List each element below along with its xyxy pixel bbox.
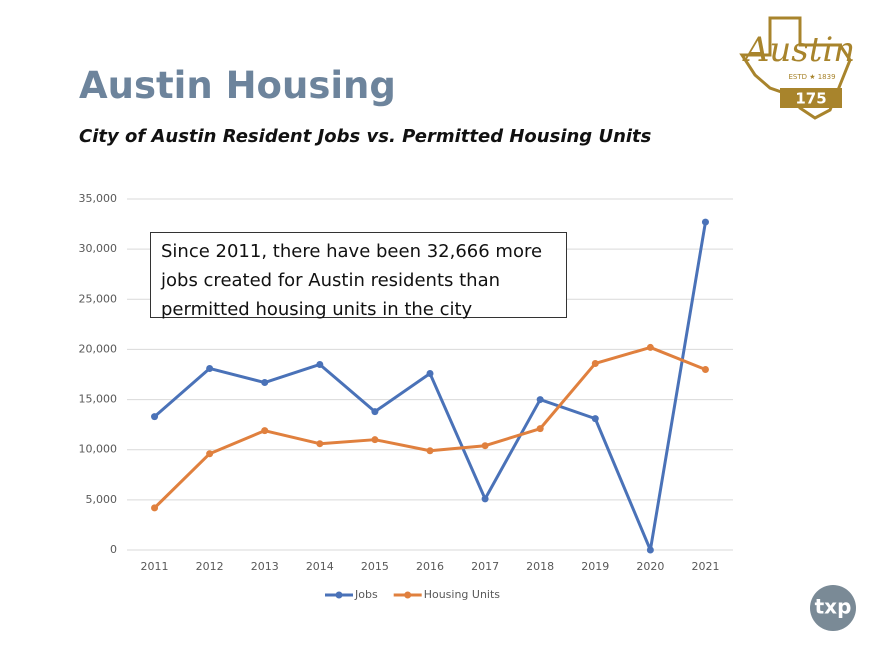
x-tick-label: 2016 (416, 560, 444, 573)
point (206, 364, 214, 372)
logo-estd: ESTD ★ 1839 (788, 73, 835, 81)
title: Austin Housing (79, 64, 396, 107)
annotation: Since 2011, there have been 32,666 more … (150, 232, 567, 320)
y-tick-label: 15,000 (79, 393, 118, 406)
point (261, 427, 269, 435)
point (701, 218, 709, 226)
point (316, 360, 324, 368)
point (646, 343, 654, 351)
x-tick-label: 2018 (526, 560, 554, 573)
point (591, 359, 599, 367)
point (206, 450, 214, 458)
x-tick-label: 2019 (581, 560, 609, 573)
point (481, 442, 489, 450)
y-tick-label: 35,000 (79, 192, 118, 205)
x-tick-label: 2012 (196, 560, 224, 573)
logo: Austin ESTD ★ 1839 175 (739, 16, 855, 120)
y-tick-label: 0 (110, 543, 117, 556)
y-tick-label: 10,000 (79, 443, 118, 456)
legend-marker (335, 591, 343, 599)
point (371, 408, 379, 416)
subtitle: City of Austin Resident Jobs vs. Permitt… (79, 126, 652, 147)
logo-anniversary: 175 (795, 90, 826, 108)
badge (810, 585, 856, 631)
point (426, 369, 434, 377)
point (536, 396, 544, 404)
point (646, 546, 654, 554)
point (151, 413, 159, 421)
point (261, 379, 269, 387)
x-tick-label: 2017 (471, 560, 499, 573)
logo-banner (780, 88, 842, 108)
x-tick-label: 2020 (636, 560, 664, 573)
point (426, 447, 434, 455)
logo-name: Austin (742, 30, 855, 70)
y-tick-label: 30,000 (79, 242, 118, 255)
legend-label: Housing Units (424, 588, 501, 601)
logo-shape (739, 16, 852, 120)
legend-label: Jobs (354, 588, 378, 601)
y-tick-label: 20,000 (79, 342, 118, 355)
point (316, 440, 324, 448)
y-tick-label: 25,000 (79, 292, 118, 305)
point (151, 504, 159, 512)
x-tick-label: 2015 (361, 560, 389, 573)
point (481, 495, 489, 503)
badge-text: txp (815, 595, 852, 619)
y-tick-label: 5,000 (86, 493, 118, 506)
point (591, 415, 599, 423)
x-tick-label: 2011 (141, 560, 169, 573)
point (701, 365, 709, 373)
point (371, 436, 379, 444)
legend-marker (404, 591, 412, 599)
x-tick-label: 2014 (306, 560, 334, 573)
x-tick-label: 2021 (691, 560, 719, 573)
point (536, 425, 544, 433)
x-tick-label: 2013 (251, 560, 279, 573)
